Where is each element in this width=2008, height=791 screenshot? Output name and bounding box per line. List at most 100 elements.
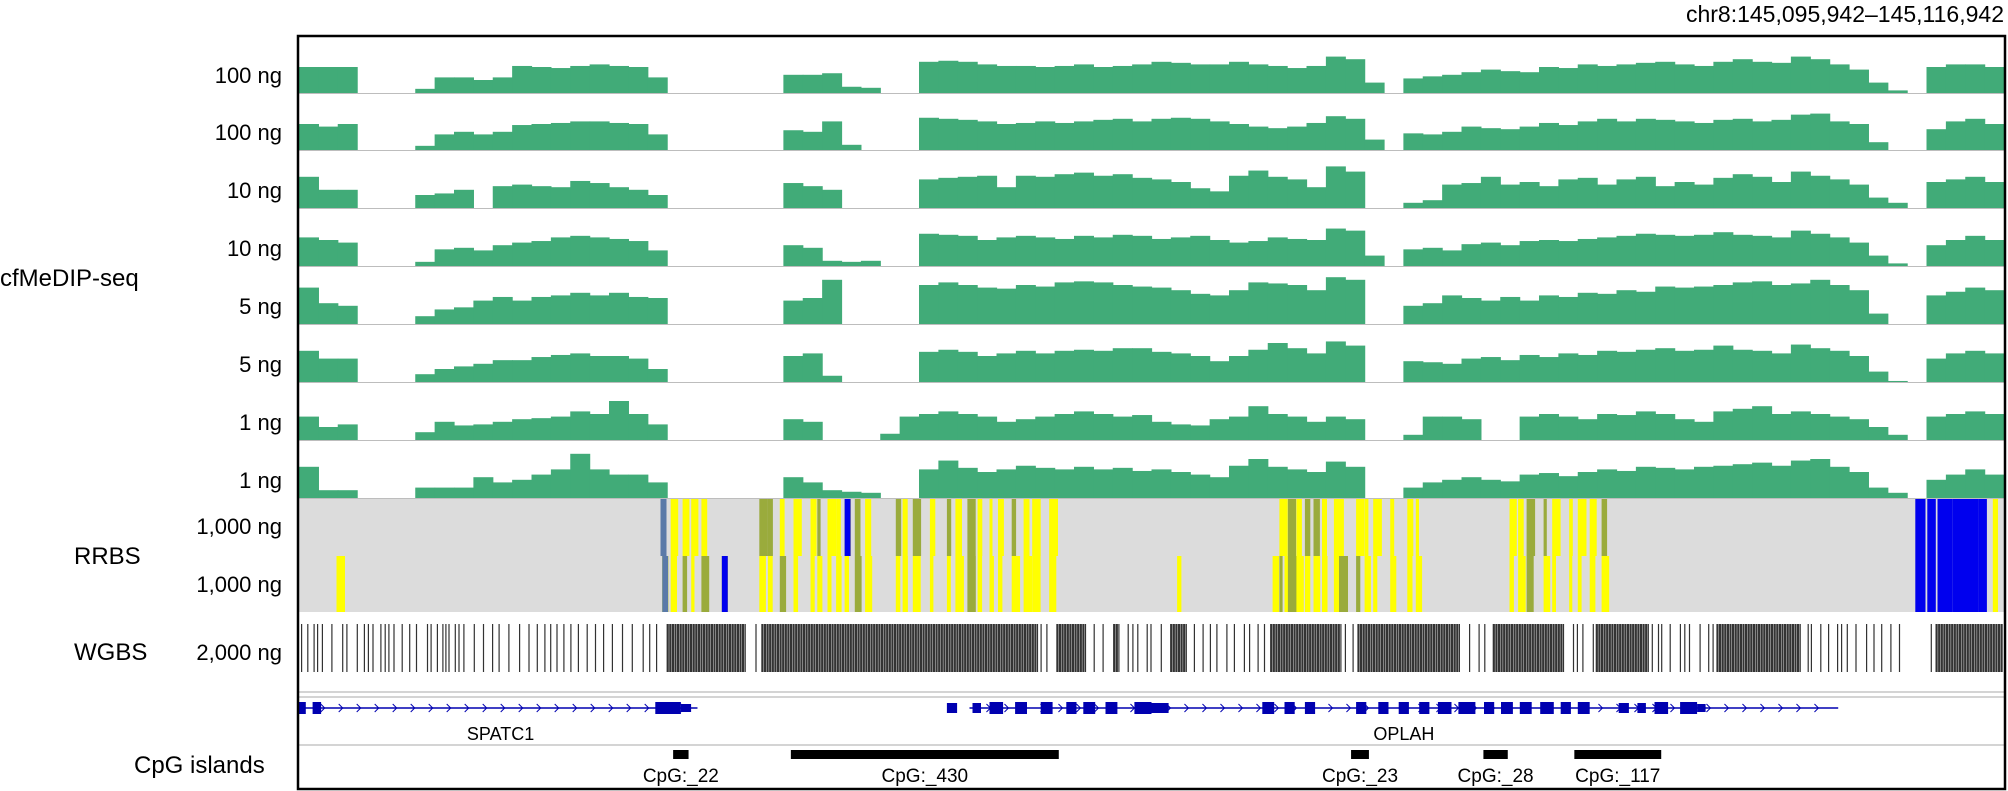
wgbs-bar: [1324, 624, 1327, 672]
gene-exon: [1378, 702, 1389, 714]
wgbs-bar: [1557, 624, 1560, 672]
coverage-bar: [1945, 291, 1966, 324]
coverage-bar: [1132, 121, 1153, 150]
coverage-bar: [1093, 119, 1114, 150]
coverage-bar: [1287, 126, 1308, 150]
wgbs-bar: [1430, 624, 1433, 672]
coverage-bar: [822, 189, 843, 208]
coverage-bar: [783, 356, 804, 382]
coverage-bar: [1732, 408, 1753, 440]
strand-arrow: [1742, 703, 1748, 713]
coverage-bar: [1325, 116, 1346, 150]
gene-exon: [1398, 702, 1409, 714]
coverage-bar: [299, 176, 319, 208]
coverage-bar: [1655, 234, 1676, 266]
coverage-bar: [1694, 349, 1714, 382]
wgbs-bar: [974, 624, 977, 672]
wgbs-bar: [1150, 624, 1152, 672]
wgbs-bar: [1606, 624, 1609, 672]
rrbs-site: [1415, 556, 1423, 612]
wgbs-bar: [550, 624, 552, 672]
wgbs-bar: [1773, 624, 1776, 672]
coverage-bar: [1558, 476, 1579, 498]
cpg-island-bar: [1351, 750, 1369, 759]
wgbs-bar: [677, 624, 680, 672]
wgbs-bar: [1987, 624, 1990, 672]
rrbs-site: [946, 499, 952, 556]
coverage-bar: [1306, 472, 1327, 498]
rrbs-site: [1296, 556, 1304, 612]
coverage-bar: [996, 353, 1017, 382]
wgbs-bar: [1866, 624, 1868, 672]
wgbs-bar: [1216, 624, 1218, 672]
wgbs-bar: [1544, 624, 1547, 672]
coverage-bar: [1248, 241, 1269, 266]
wgbs-bar: [979, 624, 982, 672]
coverage-bar: [512, 300, 533, 324]
tracks-layer: 100 ng 100 ng 10 ng 10 ng 5 ng 5 ng 1 ng 1 ng 1,…: [196, 56, 2005, 787]
wgbs-bar: [1982, 624, 1985, 672]
coverage-bar: [957, 61, 978, 93]
strand-arrow: [1706, 703, 1712, 713]
coverage-bar: [1539, 473, 1559, 498]
coverage-bar: [841, 86, 862, 93]
rrbs-site: [1296, 499, 1302, 556]
wgbs-bar: [690, 624, 693, 672]
coverage-bar: [938, 60, 959, 93]
rrbs-site: [1526, 556, 1534, 612]
wgbs-bar: [1846, 624, 1848, 672]
coverage-bar: [919, 117, 939, 150]
coverage-bar: [1093, 414, 1114, 440]
wgbs-bar: [401, 624, 403, 672]
wgbs-bar: [1755, 624, 1758, 672]
wgbs-bar: [1023, 624, 1027, 672]
wgbs-bar: [1890, 624, 1892, 672]
coverage-bar: [1422, 482, 1443, 498]
coverage-bar: [1500, 360, 1521, 382]
gene-exon: [1618, 703, 1629, 713]
coverage-bar: [512, 125, 533, 150]
wgbs-bar: [896, 624, 899, 672]
coverage-bar: [938, 349, 959, 382]
coverage-bar: [473, 363, 494, 382]
coverage-bar: [454, 131, 474, 150]
rrbs-site: [1407, 556, 1413, 612]
coverage-bar: [1229, 242, 1249, 266]
wgbs-bar: [1183, 624, 1186, 672]
rrbs-site: [1333, 556, 1342, 612]
coverage-bar: [1539, 295, 1559, 324]
coverage-bar: [1713, 411, 1734, 440]
coverage-bar: [1403, 305, 1424, 324]
coverage-bar: [1287, 348, 1308, 382]
strand-arrow: [1724, 703, 1730, 713]
wgbs-bar: [857, 624, 860, 672]
coverage-bar: [1403, 78, 1424, 93]
wgbs-bar: [1873, 624, 1875, 672]
coverage-bar: [1229, 465, 1249, 498]
wgbs-bar: [1036, 624, 1039, 672]
coverage-bar: [531, 357, 552, 382]
coverage-bar: [783, 300, 804, 324]
rrbs-site: [929, 499, 936, 556]
coverage-bar: [1442, 250, 1463, 266]
rrbs-site: [810, 499, 817, 556]
wgbs-bar: [1422, 624, 1425, 672]
coverage-bar: [1752, 281, 1773, 324]
rrbs-site: [1978, 499, 1987, 612]
strand-arrow: [1778, 703, 1784, 713]
wgbs-bar: [742, 624, 745, 672]
coverage-bar: [938, 460, 959, 498]
rrbs-site: [1518, 556, 1526, 612]
coverage-bar: [1170, 237, 1191, 266]
gene-exon: [1654, 702, 1669, 714]
gene-exon: [1284, 702, 1295, 714]
coverage-bar: [415, 195, 436, 208]
coverage-bar: [1694, 421, 1714, 440]
wgbs-bar: [909, 624, 912, 672]
coverage-bar: [822, 279, 843, 324]
coverage-bar: [492, 186, 513, 208]
gene-exon: [1304, 702, 1316, 714]
wgbs-bar: [987, 624, 990, 672]
wgbs-bar: [782, 624, 785, 672]
coverage-bar: [957, 414, 978, 440]
